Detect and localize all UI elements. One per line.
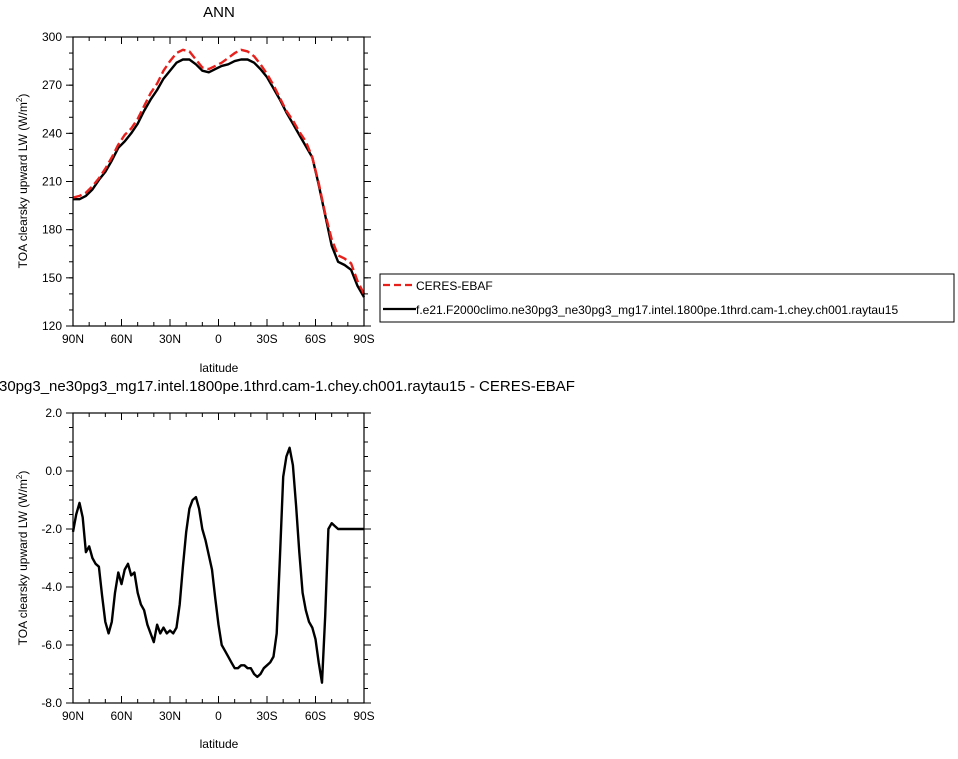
top-y-axis-label: TOA clearsky upward LW (W/m2): [15, 94, 30, 269]
bottom-x-tick-label: 0: [215, 709, 222, 723]
bottom-x-axis-label: latitude: [200, 737, 239, 751]
bottom-series-group: [71, 446, 364, 684]
top-x-tick-label: 60S: [305, 332, 326, 346]
top-series-line-0: [72, 48, 366, 295]
top-x-tick-label: 0: [215, 332, 222, 346]
bottom-y-tick-label: -8.0: [41, 696, 62, 710]
bottom-x-tick-label: 30S: [256, 709, 277, 723]
top-x-tick-label: 60N: [110, 332, 132, 346]
top-panel: ANN 90N 60N 30N 0 30S 60S 90S 120 150 180 210 240 27…: [15, 4, 375, 375]
bottom-y-tick-label: -2.0: [41, 522, 62, 536]
top-x-tick-label: 90N: [62, 332, 84, 346]
bottom-chart-title: f.e21.F2000climo.ne30pg3_ne30pg3_mg17.in…: [0, 378, 575, 395]
top-series-line-1: [73, 58, 366, 298]
top-x-axis-label: latitude: [200, 361, 239, 375]
top-y-tick-label: 210: [42, 175, 62, 189]
top-series-group: [72, 48, 366, 298]
bottom-x-tick-label: 30N: [159, 709, 181, 723]
bottom-plot-frame: [72, 412, 365, 704]
bottom-series-line-0: [71, 446, 364, 684]
top-y-tick-label: 300: [42, 30, 62, 44]
bottom-y-axis-label: TOA clearsky upward LW (W/m2): [15, 471, 30, 646]
bottom-panel: f.e21.F2000climo.ne30pg3_ne30pg3_mg17.in…: [0, 378, 575, 751]
top-y-tick-label: 120: [42, 319, 62, 333]
top-y-tick-label: 150: [42, 271, 62, 285]
top-plot-frame: [72, 36, 365, 327]
top-x-tick-label: 90S: [353, 332, 374, 346]
top-y-tick-label: 270: [42, 78, 62, 92]
bottom-y-tick-label: -4.0: [41, 580, 62, 594]
bottom-axes: 90N 60N 30N 0 30S 60S 90S -8.0 -6.0 -4.0 -2.0 0.0 2.…: [41, 406, 374, 723]
bottom-x-tick-label: 60N: [110, 709, 132, 723]
top-axes: 90N 60N 30N 0 30S 60S 90S 120 150 180 210 240 270 300: [42, 30, 375, 346]
top-x-tick-label: 30N: [159, 332, 181, 346]
legend-label-model: f.e21.F2000climo.ne30pg3_ne30pg3_mg17.in…: [416, 303, 898, 317]
legend-box: [379, 273, 955, 323]
bottom-x-tick-label: 90N: [62, 709, 84, 723]
top-y-tick-label: 180: [42, 223, 62, 237]
top-x-tick-label: 30S: [256, 332, 277, 346]
legend: CERES-EBAF f.e21.F2000climo.ne30pg3_ne30…: [379, 273, 955, 323]
bottom-y-tick-label: 0.0: [45, 464, 62, 478]
bottom-x-tick-label: 60S: [305, 709, 326, 723]
legend-label-ceres: CERES-EBAF: [416, 279, 493, 293]
top-y-tick-label: 240: [42, 126, 62, 140]
top-chart-title: ANN: [203, 4, 235, 21]
bottom-y-tick-label: 2.0: [45, 406, 62, 420]
bottom-x-tick-label: 90S: [353, 709, 374, 723]
bottom-y-tick-label: -6.0: [41, 638, 62, 652]
